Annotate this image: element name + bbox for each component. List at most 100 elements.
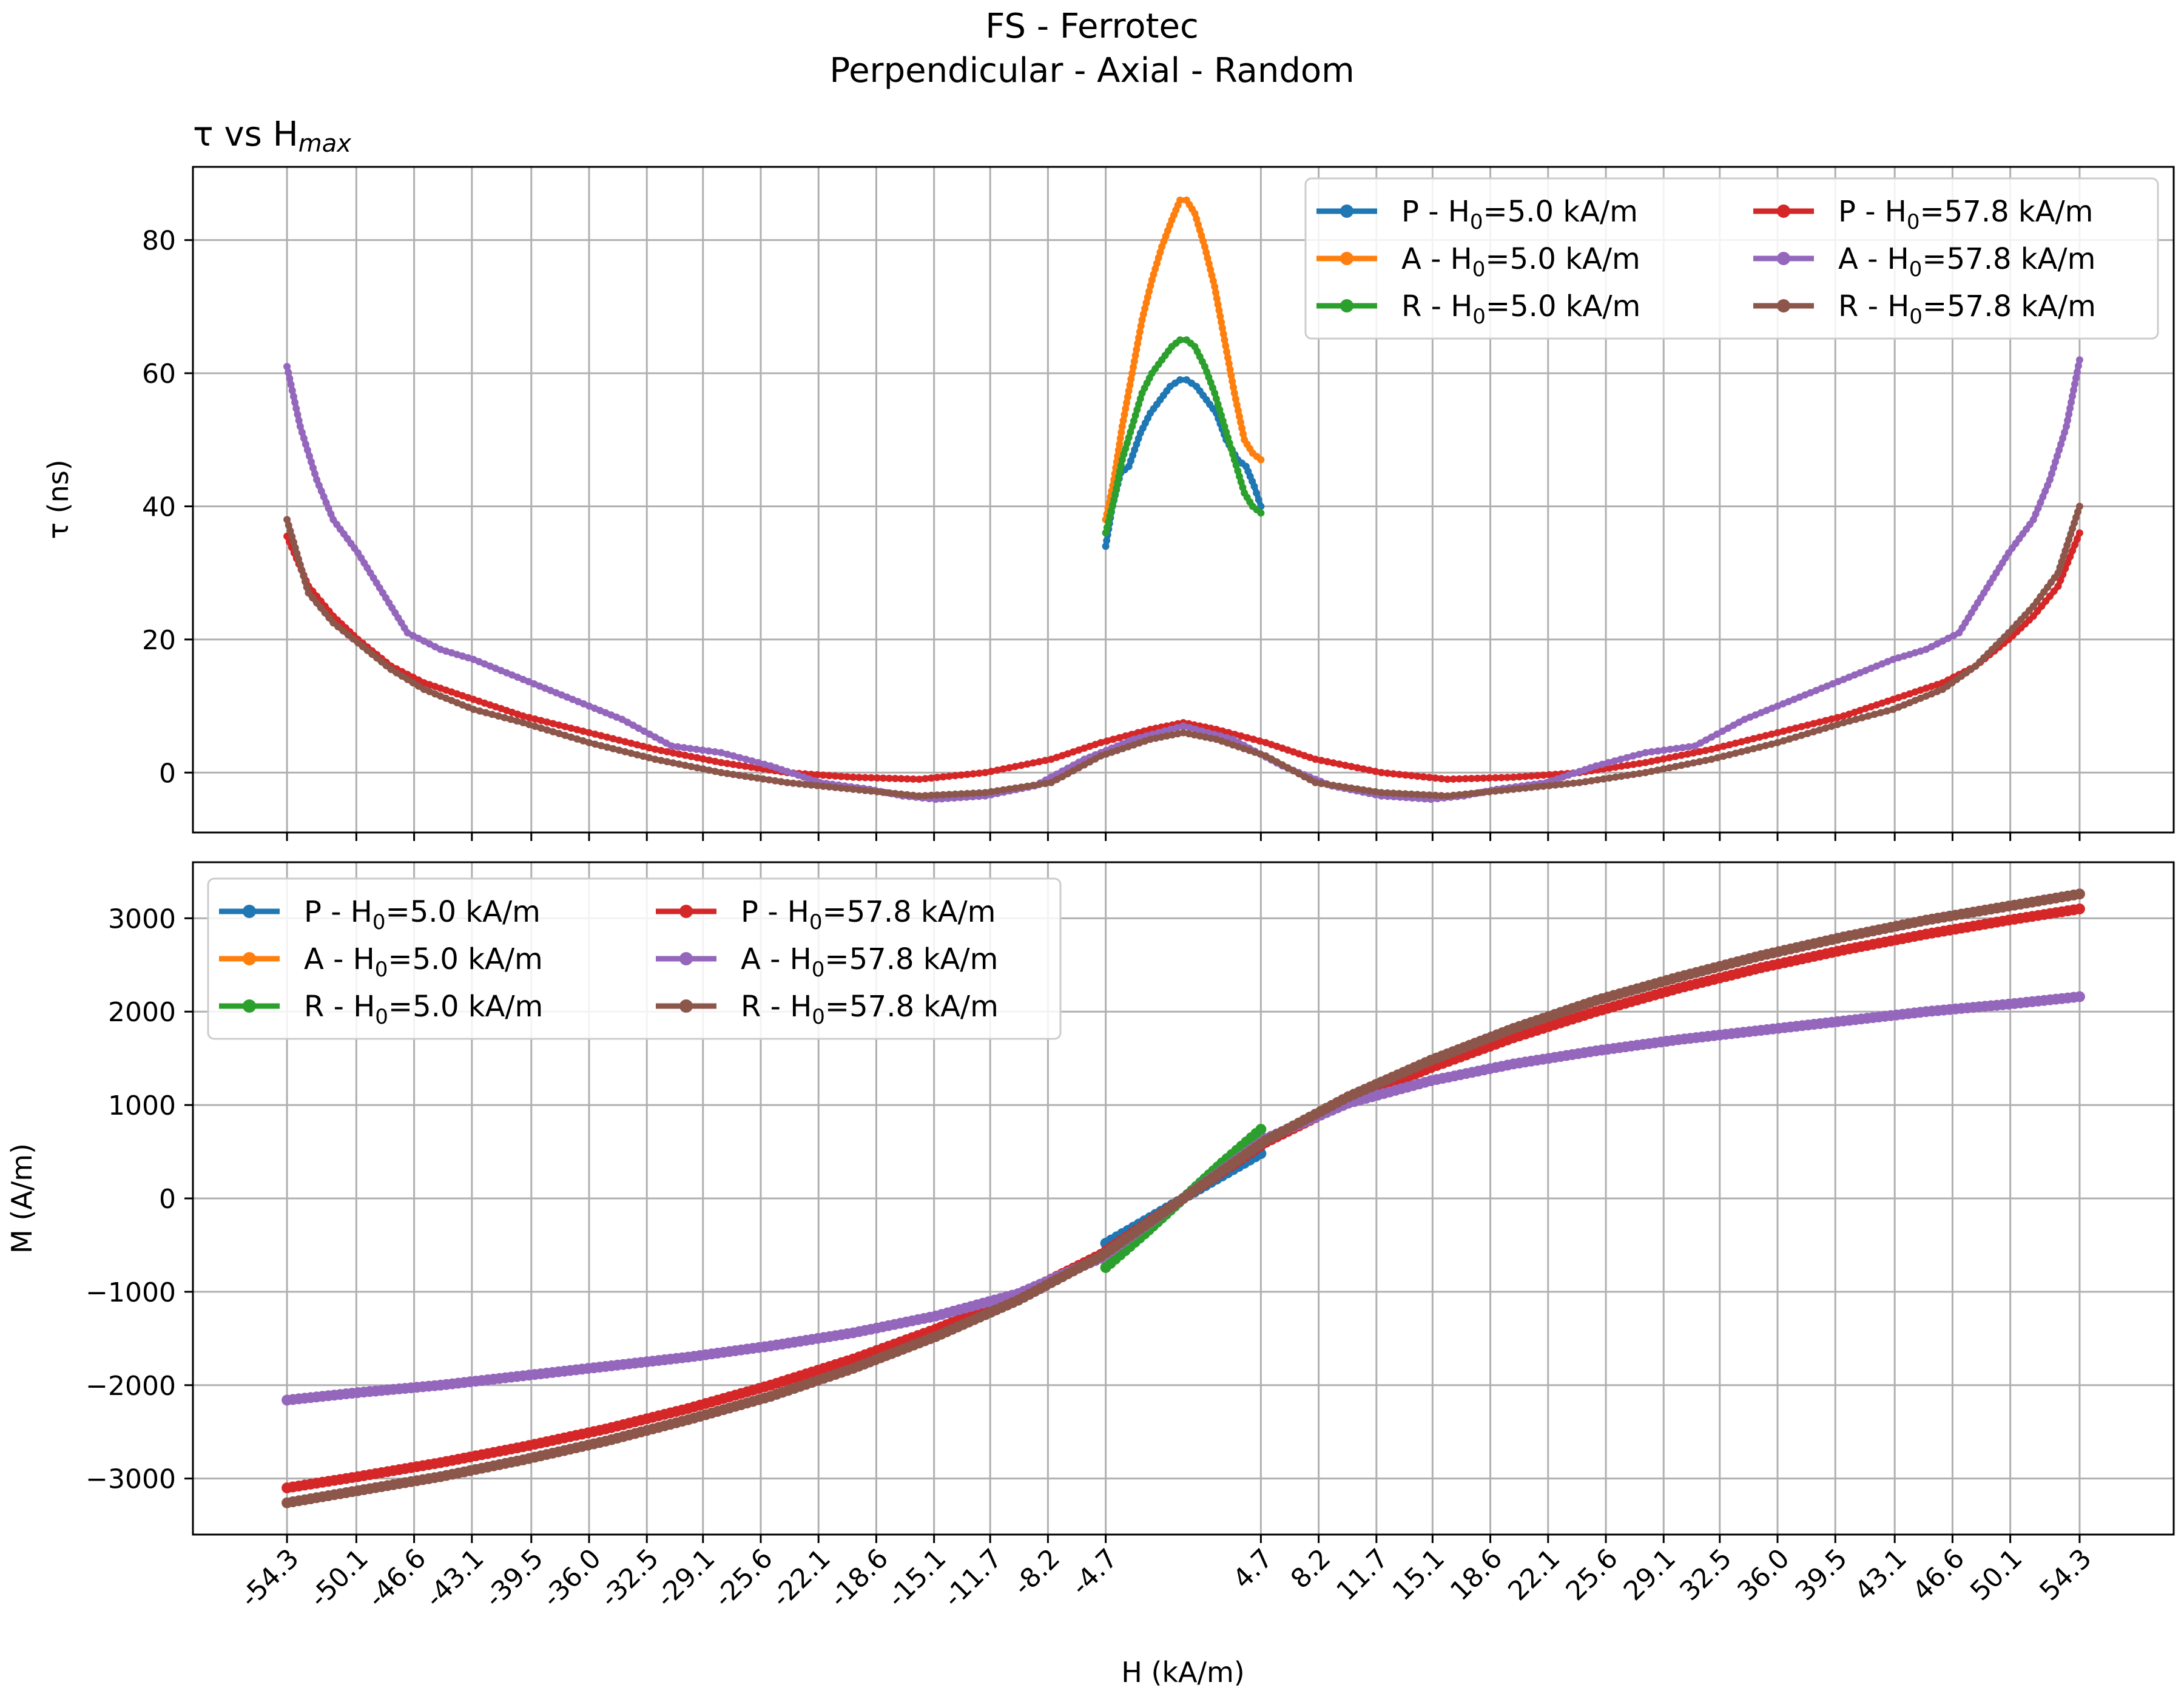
tau-data-point: [1474, 774, 1481, 782]
tau-data-point: [1944, 635, 1952, 642]
tau-data-point: [519, 712, 527, 720]
tau-data-point: [1134, 434, 1142, 442]
tau-data-point: [426, 681, 433, 689]
tau-data-point: [1070, 748, 1077, 756]
tau-data-point: [1245, 746, 1253, 754]
tau-data-point: [1916, 686, 1924, 694]
tau-data-point: [1605, 758, 1613, 766]
tau-data-point: [1696, 758, 1704, 766]
tau-data-point: [922, 775, 929, 783]
legend-label-prefix: P - H: [1401, 195, 1470, 229]
tau-data-point: [635, 725, 642, 732]
tau-data-point: [459, 701, 467, 709]
tau-data-point: [2071, 380, 2078, 388]
tau-data-point: [290, 393, 297, 400]
tau-data-point: [1895, 654, 1903, 661]
tau-data-point: [1492, 774, 1499, 782]
tau-data-point: [675, 760, 683, 768]
tau-data-point: [1790, 695, 1798, 703]
tau-data-point: [1731, 749, 1739, 757]
tau-data-point: [1756, 743, 1764, 751]
tau-data-point: [2037, 499, 2044, 507]
tau-data-point: [1839, 719, 1847, 726]
tau-data-point: [1059, 773, 1066, 780]
tau-data-point: [742, 755, 750, 763]
tau-data-point: [1318, 780, 1326, 788]
tau-data-point: [705, 756, 713, 764]
tau-data-point: [486, 662, 494, 670]
tau-data-point: [1798, 723, 1805, 731]
tau-data-point: [409, 632, 417, 640]
tau-data-point: [711, 768, 719, 775]
tau-data-point: [1916, 694, 1924, 702]
legend-label-prefix: A - H: [1401, 242, 1472, 276]
tau-data-point: [1176, 376, 1184, 383]
tau-data-point: [1086, 743, 1094, 750]
tau-data-point: [885, 774, 893, 782]
tau-data-point: [1185, 724, 1193, 732]
tau-data-point: [1677, 751, 1685, 759]
tau-data-point: [1124, 743, 1132, 751]
tau-data-point: [645, 730, 653, 738]
tau-data-point: [1455, 791, 1463, 799]
tau-data-point: [2052, 458, 2059, 466]
tau-data-point: [1130, 357, 1138, 365]
tau-data-point: [1878, 699, 1886, 707]
tau-data-point: [567, 733, 575, 741]
magnetization-y-tick-label: −3000: [86, 1464, 176, 1495]
tau-data-point: [897, 790, 905, 798]
tau-data-point: [470, 706, 477, 714]
legend-label-prefix: P - H: [304, 895, 372, 929]
tau-data-point: [1174, 730, 1182, 738]
tau-data-point: [1617, 762, 1625, 770]
tau-data-point: [596, 706, 604, 714]
legend-label-subscript: 0: [1470, 210, 1483, 234]
tau-data-point: [831, 772, 839, 780]
tau-data-point: [640, 728, 648, 735]
tau-data-point: [552, 689, 560, 697]
tau-data-point: [591, 730, 599, 738]
tau-data-point: [1138, 316, 1146, 324]
tau-data-point: [2066, 404, 2074, 412]
tau-data-point: [1125, 434, 1133, 442]
tau-data-point: [543, 718, 551, 726]
tau-data-point: [1895, 694, 1903, 701]
tau-data-point: [308, 458, 315, 466]
tau-data-point: [442, 694, 450, 702]
tau-data-point: [1179, 722, 1187, 730]
tau-data-point: [1642, 749, 1650, 757]
tau-data-point: [607, 711, 615, 719]
tau-data-point: [1724, 725, 1732, 732]
tau-data-point: [1480, 788, 1488, 796]
tau-data-point: [1366, 766, 1373, 774]
tau-data-point: [531, 723, 539, 730]
tau-data-point: [426, 687, 433, 695]
tau-data-point: [2038, 603, 2046, 610]
tau-data-point: [1779, 737, 1787, 745]
tau-data-point: [603, 733, 611, 741]
tau-data-point: [1233, 401, 1241, 409]
tau-data-point: [1757, 709, 1765, 717]
tau-data-point: [1133, 346, 1141, 354]
tau-data-point: [1889, 706, 1897, 714]
tau-data-point: [1306, 775, 1314, 783]
tau-data-point: [717, 758, 725, 766]
tau-data-point: [448, 649, 456, 657]
tau-series-R57: [283, 502, 2083, 800]
tau-data-point: [1630, 771, 1637, 779]
tau-data-point: [1284, 764, 1292, 772]
tau-data-point: [1648, 768, 1656, 775]
tau-data-point: [633, 751, 641, 758]
tau-data-point: [349, 635, 357, 643]
tau-data-point: [1135, 400, 1142, 408]
tau-data-point: [674, 743, 682, 751]
tau-data-point: [2061, 547, 2069, 555]
tau-data-point: [1744, 736, 1751, 744]
tau-data-point: [1158, 733, 1165, 741]
tau-data-point: [1509, 785, 1517, 793]
tau-data-point: [448, 688, 456, 696]
tau-data-point: [807, 781, 815, 789]
tau-data-point: [1702, 746, 1710, 754]
tau-data-point: [1833, 721, 1841, 728]
